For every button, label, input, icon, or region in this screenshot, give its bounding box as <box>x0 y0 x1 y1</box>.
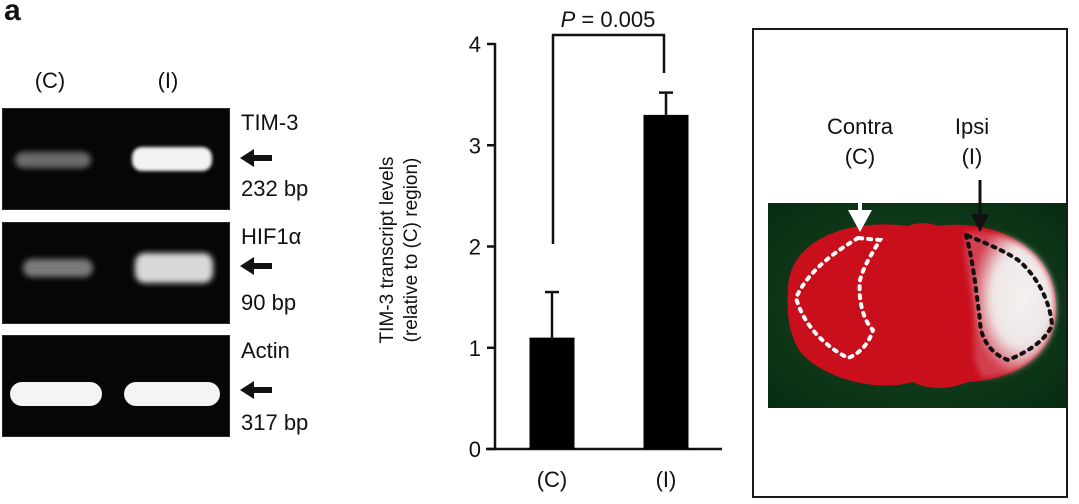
y-tick-label: 0 <box>469 437 481 462</box>
gel-lane-label-i: (I) <box>157 68 179 93</box>
contra-arrow-icon <box>848 210 872 232</box>
bp-label-actin: 317 bp <box>241 410 309 435</box>
x-tick-label: (C) <box>537 467 568 492</box>
gel-band <box>124 382 220 406</box>
brain-section-panel <box>752 28 1068 498</box>
gel-panel-hif1a <box>2 222 230 324</box>
arrow-left-icon <box>240 149 272 167</box>
bar <box>643 114 689 449</box>
contra-outline <box>793 235 884 361</box>
gel-panel-actin <box>2 335 230 437</box>
bars <box>529 91 689 449</box>
ipsi-label-text: Ipsi <box>954 114 990 139</box>
gel-band <box>15 152 91 168</box>
significance-bracket <box>551 33 666 244</box>
y-axis-label-line1: TIM-3 transcript levels <box>377 157 398 344</box>
ipsi-label: Ipsi (I) <box>912 112 1032 172</box>
gel-band <box>135 253 213 283</box>
brain-section-image <box>768 180 1066 408</box>
gene-label-tim3: TIM-3 <box>241 110 299 135</box>
y-tick-label: 3 <box>469 133 481 158</box>
ipsi-label-abbr: (I) <box>961 144 983 169</box>
panel-letter: a <box>4 0 21 27</box>
y-tick-label: 4 <box>469 32 481 57</box>
ipsi-arrow-icon <box>971 214 989 232</box>
contra-label-abbr: (C) <box>844 144 876 169</box>
arrow-left-icon <box>240 257 272 275</box>
y-axis-label-line2: (relative to (C) region) <box>401 158 422 343</box>
contra-label: Contra (C) <box>800 112 920 172</box>
bar-chart: TIM-3 transcript levels (relative to (C)… <box>377 7 722 492</box>
bp-label-hif1a: 90 bp <box>241 290 297 315</box>
gel-lane-label-c: (C) <box>34 68 66 93</box>
ipsi-outline <box>962 231 1055 363</box>
x-tick-label: (I) <box>656 467 677 492</box>
gene-label-hif1a: HIF1α <box>241 224 302 249</box>
gene-label-actin: Actin <box>241 338 290 363</box>
y-tick-label: 2 <box>469 235 481 260</box>
bp-label-tim3: 232 bp <box>241 176 309 201</box>
y-tick-label: 1 <box>469 336 481 361</box>
gel-band <box>132 147 212 171</box>
gel-band <box>23 259 93 277</box>
gel-band <box>10 382 102 406</box>
bar <box>529 337 575 449</box>
gel-panel-tim3 <box>2 108 230 210</box>
p-value-annotation: P = 0.005 <box>561 7 656 32</box>
contra-label-text: Contra <box>826 114 894 139</box>
x-tick-labels: (C) (I) <box>537 467 677 492</box>
arrow-left-icon <box>240 381 272 399</box>
y-ticks: 0 1 2 3 4 <box>469 32 495 462</box>
